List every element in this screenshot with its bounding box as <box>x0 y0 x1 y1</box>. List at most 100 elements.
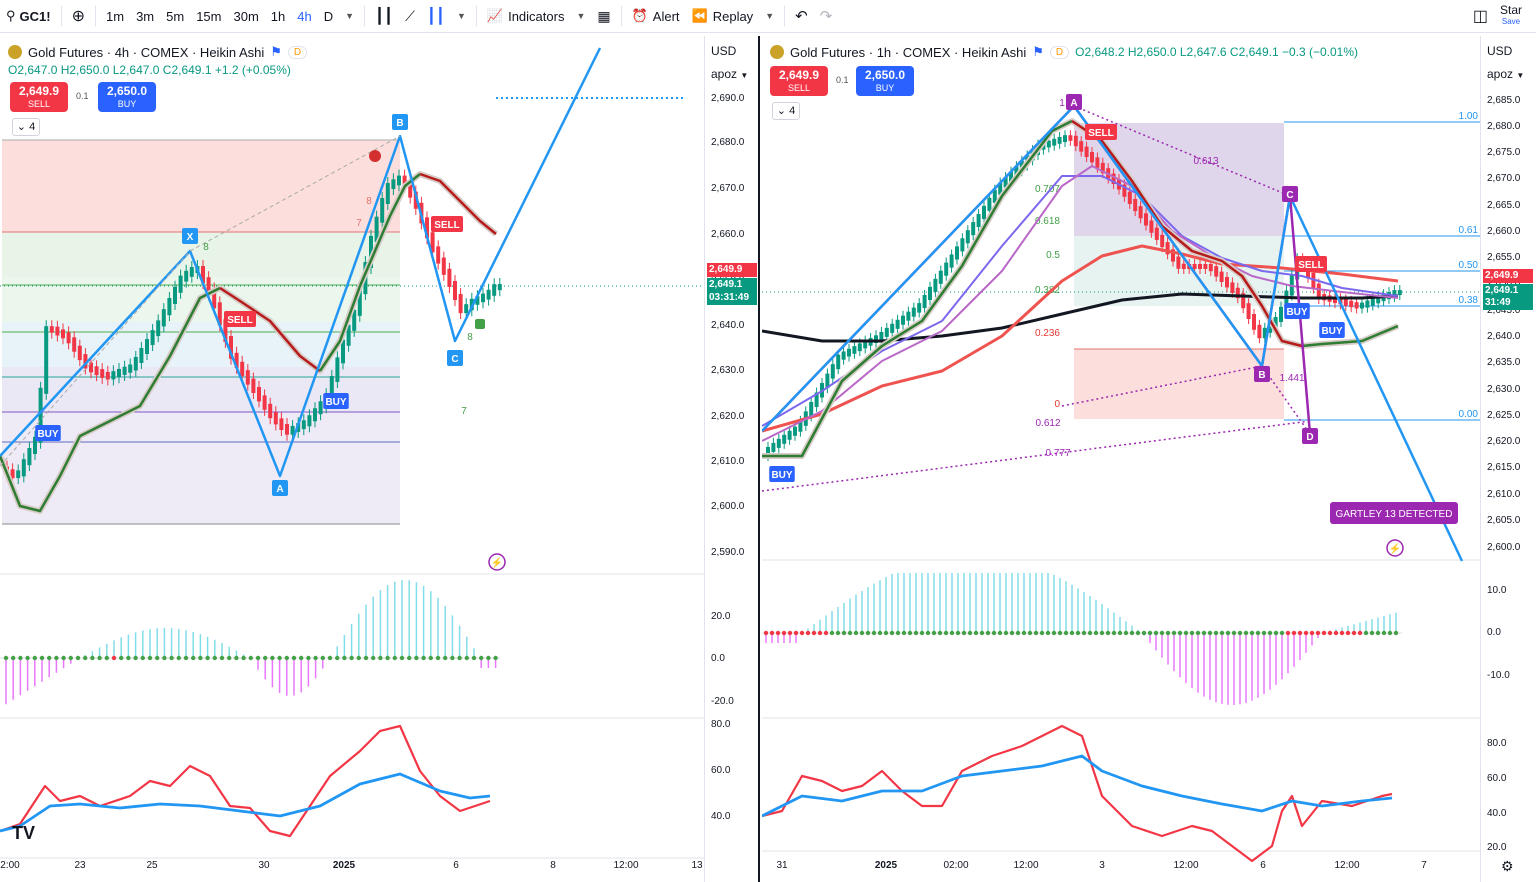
buy-signal[interactable] <box>769 466 795 482</box>
lightning-icon[interactable] <box>1386 539 1404 557</box>
flag-icon[interactable]: ⚑ <box>270 44 282 59</box>
undo-icon: ↶ <box>795 8 808 25</box>
replay-button[interactable]: ⏪ Replay <box>686 0 760 33</box>
candle <box>1354 302 1359 309</box>
right-chart-canvas[interactable]: 1.000.610.500.380.000.7070.6180.50.3820.… <box>762 36 1536 882</box>
layout-toggle-button[interactable]: ◫ <box>1467 0 1494 33</box>
candle <box>1235 287 1240 299</box>
fib-level-label: 0.50 <box>1459 260 1479 271</box>
pattern-point-B[interactable] <box>392 114 408 130</box>
indicators-button[interactable]: 📈 Indicators <box>481 0 571 33</box>
currency-select[interactable]: USD <box>711 44 737 58</box>
pattern-point-C[interactable] <box>447 350 463 366</box>
interval-3m[interactable]: 3m <box>136 8 155 24</box>
candle <box>245 370 250 385</box>
osc-dot <box>1345 630 1351 636</box>
osc-dot <box>1009 630 1015 636</box>
left-buy-button[interactable]: 2,650.0 BUY <box>98 82 156 112</box>
sell-signal[interactable] <box>1295 256 1327 272</box>
buy-signal[interactable] <box>1319 322 1345 338</box>
sell-signal[interactable] <box>224 311 256 327</box>
candle <box>836 354 841 370</box>
interval-4h[interactable]: 4h <box>297 8 312 24</box>
right-sell-button[interactable]: 2,649.9 SELL <box>770 66 828 96</box>
interval-30m[interactable]: 30m <box>233 8 259 24</box>
right-chart-title[interactable]: Gold Futures · 1h · COMEX · Heikin Ashi <box>790 44 1027 60</box>
left-chart-title[interactable]: Gold Futures · 4h · COMEX · Heikin Ashi <box>28 44 265 60</box>
save-button[interactable]: Star Save <box>1494 0 1536 33</box>
pattern-point-D[interactable] <box>1302 428 1318 444</box>
osc-dot <box>1033 630 1039 636</box>
scale-mode-select[interactable]: apoz ▼ <box>711 67 748 81</box>
pattern-point-A[interactable] <box>1066 94 1082 110</box>
currency-select[interactable]: USD <box>1487 44 1513 58</box>
left-price-axis[interactable]: USD apoz ▼ 2,690.0 2,680.0 2,670.0 2,660.0 2… <box>704 36 758 882</box>
right-price-tick: 2,640.0 <box>1487 331 1521 342</box>
osc-dot <box>985 630 991 636</box>
interval-5m[interactable]: 5m <box>166 8 185 24</box>
replay-dropdown[interactable]: ▼ <box>759 0 780 33</box>
interval-1h[interactable]: 1h <box>270 8 286 24</box>
gartley-detected-label[interactable] <box>1330 502 1458 524</box>
heikin-ashi-button[interactable]: ┃┃ <box>421 0 451 33</box>
osc-dot <box>97 655 102 661</box>
interval-1m[interactable]: 1m <box>106 8 125 24</box>
interval-D[interactable]: D <box>323 8 334 24</box>
count-value: 4 <box>789 105 796 117</box>
left-sell-button[interactable]: 2,649.9 SELL <box>10 82 68 112</box>
redo-button[interactable]: ↷ <box>814 0 839 33</box>
alert-button[interactable]: ⏰ Alert <box>626 0 686 33</box>
right-buy-button[interactable]: 2,650.0 BUY <box>856 66 914 96</box>
sell-signal[interactable] <box>1085 124 1117 140</box>
candle <box>61 329 65 339</box>
harmonic-ratio-label: 1 <box>1059 98 1065 109</box>
osc-dot <box>241 655 246 661</box>
lightning-icon[interactable] <box>488 553 506 571</box>
osc-dot <box>1051 630 1057 636</box>
left-price-tick: 2,640.0 <box>711 320 745 331</box>
osc-dot <box>1123 630 1129 636</box>
undo-button[interactable]: ↶ <box>789 0 814 33</box>
buy-signal-text: BUY <box>325 397 346 408</box>
buy-signal[interactable] <box>35 425 61 441</box>
left-chart-panel[interactable]: X A B C BUY SELL BUY SELL 8 8 7 8 7 ⚡ TV Gold Futures … <box>0 36 760 882</box>
indicators-dropdown[interactable]: ▼ <box>570 0 591 33</box>
right-indicator-count-toggle[interactable]: ⌄ 4 <box>772 102 800 120</box>
scale-mode-select[interactable]: apoz ▼ <box>1487 67 1524 81</box>
candle <box>998 182 1003 195</box>
osc-dot <box>871 630 877 636</box>
settings-gear-icon[interactable]: ⚙ <box>1501 858 1514 874</box>
chart-type-button[interactable]: ⟋ <box>399 0 421 33</box>
left-indicator-count-toggle[interactable]: ⌄ 4 <box>12 118 40 136</box>
candle <box>94 366 99 376</box>
right-price-axis[interactable]: USD apoz ▼ ⚙ 2,685.0 2,680.0 2,675.0 2,670.… <box>1480 36 1536 882</box>
candle <box>184 270 189 282</box>
chart-type-dropdown[interactable]: ▼ <box>451 0 472 33</box>
candle <box>257 387 261 402</box>
buy-signal[interactable] <box>1284 303 1310 319</box>
osc-dot <box>306 655 311 661</box>
fib-level-label: 1.00 <box>1459 111 1479 122</box>
bar-style-button[interactable]: ┃┃ <box>369 0 399 33</box>
pattern-point-X[interactable] <box>182 228 198 244</box>
pattern-point-B[interactable] <box>1254 366 1270 382</box>
pattern-point-A[interactable] <box>272 480 288 496</box>
buy-signal[interactable] <box>323 393 349 409</box>
right-chart-panel[interactable]: 1.00 0.61 0.50 0.38 0.00 0.707 0.618 0.5 0.382 0.… <box>762 36 1536 882</box>
osc-dot <box>1147 630 1153 636</box>
add-symbol-button[interactable]: ⊕ <box>66 0 91 33</box>
osc-dot <box>299 655 304 661</box>
candle <box>55 326 60 336</box>
candle <box>982 205 986 219</box>
interval-15m[interactable]: 15m <box>196 8 222 24</box>
flag-icon[interactable]: ⚑ <box>1032 44 1044 59</box>
candle <box>852 346 857 354</box>
pattern-point-C[interactable] <box>1282 186 1298 202</box>
symbol-search[interactable]: ⚲ GC1! <box>0 0 57 33</box>
layouts-button[interactable]: ▦ <box>591 0 616 33</box>
osc-dot <box>967 630 973 636</box>
interval-dropdown[interactable]: ▼ <box>339 0 360 33</box>
sell-signal[interactable] <box>431 216 463 232</box>
right-time-tick: 6 <box>1260 860 1266 871</box>
